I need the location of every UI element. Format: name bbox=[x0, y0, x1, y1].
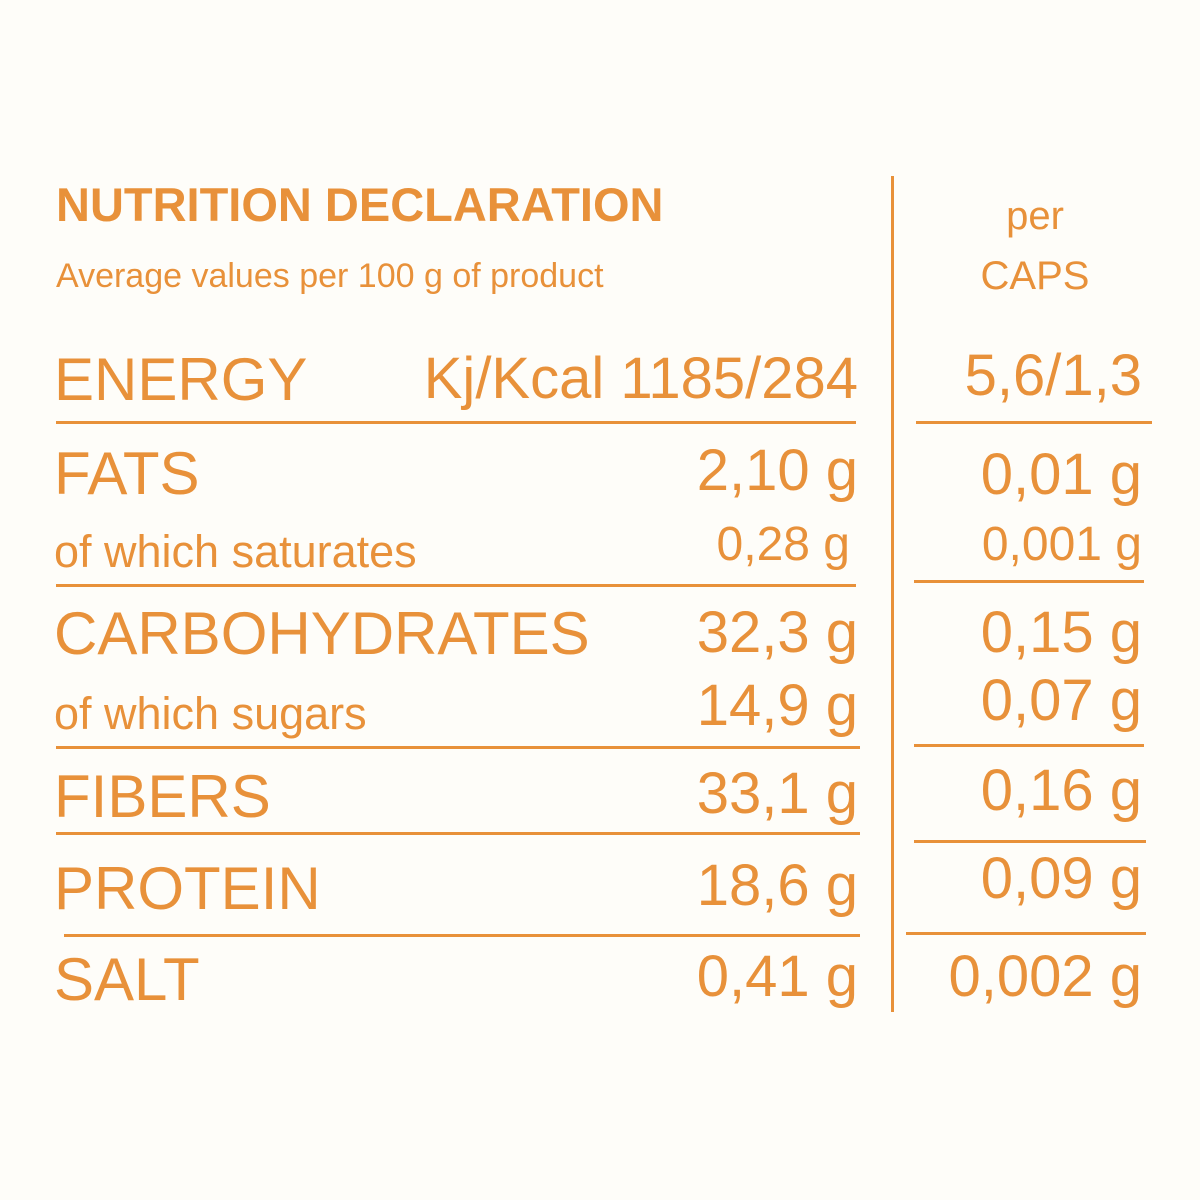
energy-label: ENERGY bbox=[54, 346, 308, 413]
divider-carbohydrates-left bbox=[56, 746, 860, 749]
carbohydrates-label: CARBOHYDRATES bbox=[54, 600, 590, 667]
divider-fats-left bbox=[56, 584, 856, 587]
saturates-label: of which saturates bbox=[54, 526, 417, 577]
protein-per-caps: 0,09 g bbox=[980, 846, 1142, 911]
divider-energy-left bbox=[56, 421, 856, 424]
sugars-per-caps: 0,07 g bbox=[980, 668, 1142, 733]
fats-per-caps: 0,01 g bbox=[980, 442, 1142, 507]
fats-label: FATS bbox=[54, 440, 200, 507]
column-divider bbox=[891, 176, 894, 1012]
table-subtitle: Average values per 100 g of product bbox=[56, 257, 604, 295]
divider-protein-left bbox=[64, 934, 860, 937]
energy-per100-value: 1185/284 bbox=[620, 346, 858, 411]
salt-label: SALT bbox=[54, 946, 200, 1013]
table-title: NUTRITION DECLARATION bbox=[56, 178, 664, 231]
fibers-per-caps: 0,16 g bbox=[980, 758, 1142, 823]
energy-per-caps: 5,6/1,3 bbox=[964, 343, 1142, 408]
divider-protein-right bbox=[906, 932, 1146, 935]
per-caps-label-line1: per bbox=[1006, 194, 1064, 238]
protein-per100: 18,6 g bbox=[696, 853, 858, 918]
divider-fibers-left bbox=[56, 832, 860, 835]
salt-per100: 0,41 g bbox=[696, 944, 858, 1009]
saturates-per-caps: 0,001 g bbox=[981, 518, 1142, 571]
protein-label: PROTEIN bbox=[54, 855, 321, 922]
saturates-per100: 0,28 g bbox=[716, 518, 850, 571]
carbohydrates-per100: 32,3 g bbox=[696, 600, 858, 665]
sugars-per100: 14,9 g bbox=[696, 673, 858, 738]
divider-carbohydrates-right bbox=[914, 744, 1144, 747]
fibers-per100: 33,1 g bbox=[696, 761, 858, 826]
divider-fibers-right bbox=[914, 840, 1146, 843]
sugars-label: of which sugars bbox=[54, 688, 367, 739]
fibers-label: FIBERS bbox=[54, 763, 271, 830]
energy-per100: Kj/Kcal 1185/284 bbox=[424, 350, 858, 408]
divider-energy-right bbox=[916, 421, 1152, 424]
salt-per-caps: 0,002 g bbox=[948, 944, 1142, 1009]
energy-unit: Kj/Kcal bbox=[423, 346, 605, 411]
carbohydrates-per-caps: 0,15 g bbox=[980, 600, 1142, 665]
divider-fats-right bbox=[914, 580, 1144, 583]
per-caps-label-line2: CAPS bbox=[980, 254, 1090, 298]
fats-per100: 2,10 g bbox=[696, 438, 858, 503]
